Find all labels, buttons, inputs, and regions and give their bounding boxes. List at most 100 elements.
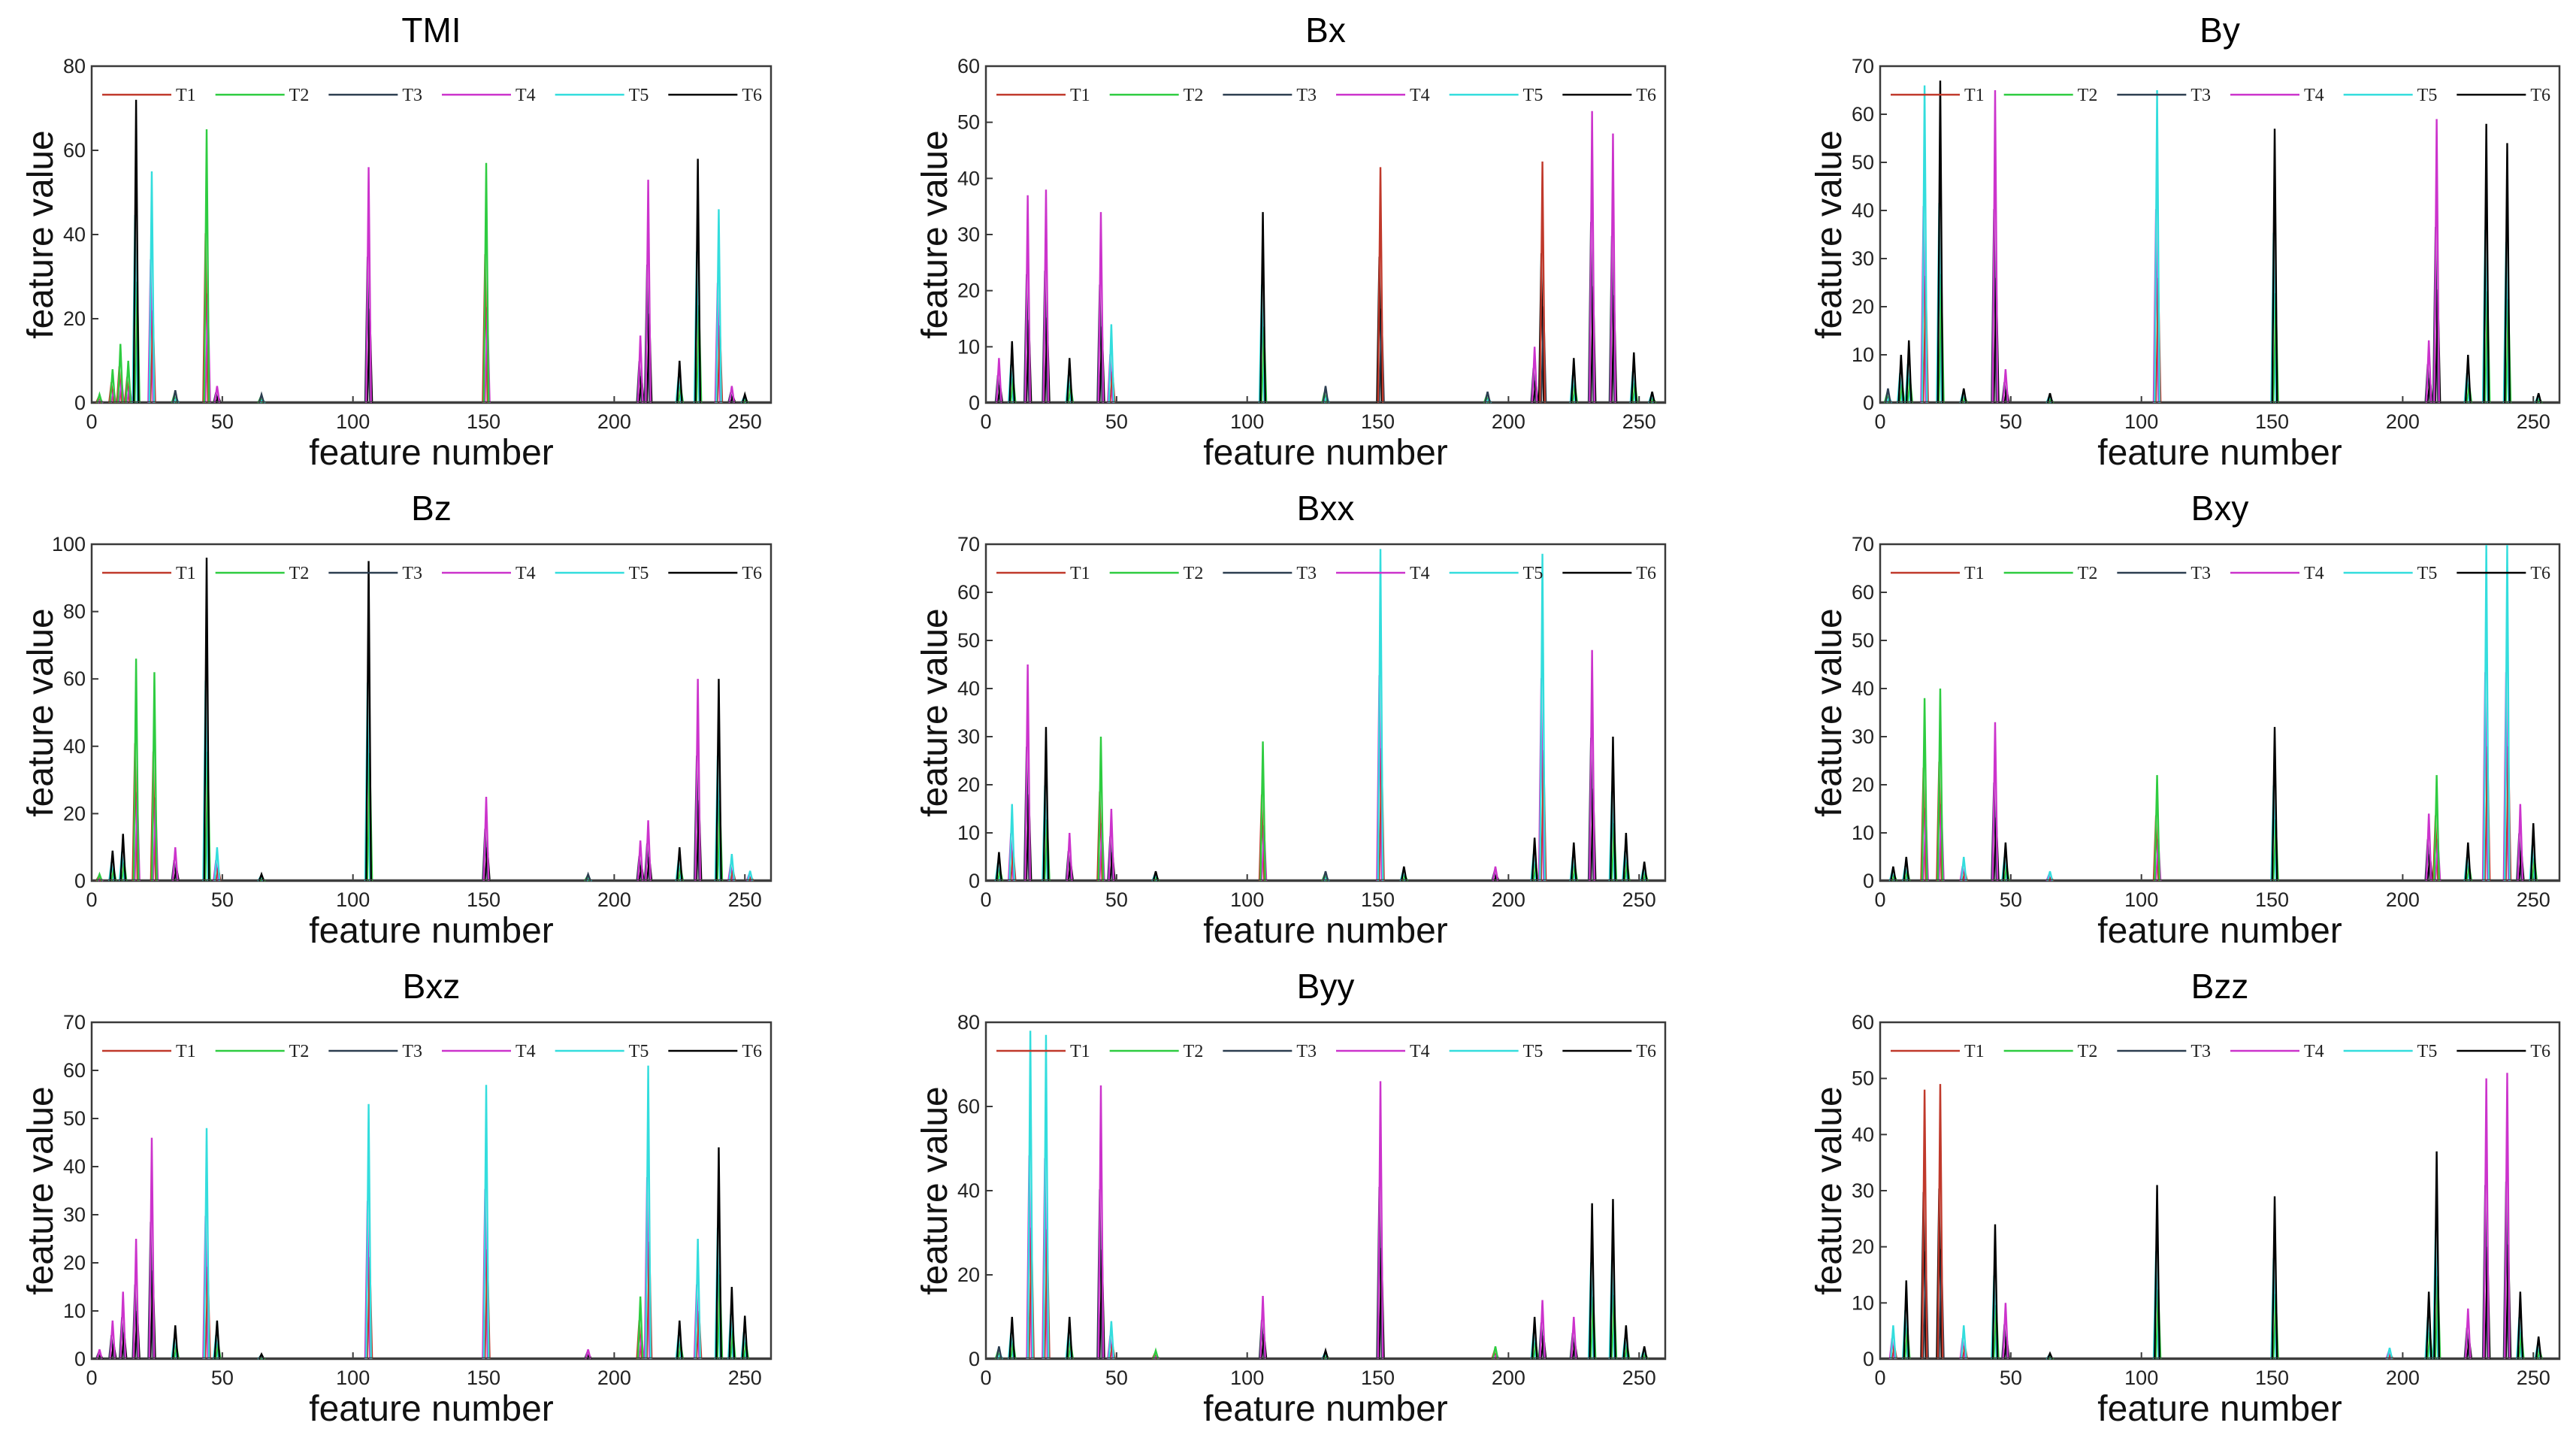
- peak-t4-at-32: [1066, 832, 1073, 882]
- x-axis-label: feature number: [2097, 911, 2342, 951]
- peak-t2-at-65: [1152, 1347, 1160, 1360]
- y-tick-label: 40: [63, 1155, 86, 1178]
- x-tick-label: 100: [2124, 410, 2158, 433]
- legend-label-t5: T5: [629, 564, 649, 583]
- legend-label-t5: T5: [1523, 564, 1543, 583]
- peak-t4-at-225: [1570, 1316, 1577, 1360]
- peak-t4-at-44: [1991, 722, 1999, 882]
- peak-t6-at-10: [1903, 856, 1910, 882]
- legend-label-t1: T1: [1070, 86, 1090, 105]
- peak-t6-at-225: [1570, 358, 1577, 404]
- x-tick-label: 250: [1622, 1367, 1656, 1389]
- legend-label-t2: T2: [289, 564, 310, 583]
- legend-label-t3: T3: [1296, 564, 1317, 583]
- chart-panel-by: By 0 10 20 30 40 50 60 70 0 50 100 150 200 250 feature …: [1788, 0, 2576, 496]
- legend-label-t5: T5: [1523, 1042, 1543, 1061]
- plot-area: [984, 65, 1667, 404]
- peak-t5-at-106: [2154, 89, 2160, 404]
- peak-t6-at-240: [715, 1147, 722, 1360]
- x-tick-label: 50: [2000, 1367, 2022, 1389]
- peak-t4-at-232: [2483, 1078, 2490, 1360]
- y-tick-label: 0: [74, 1348, 86, 1370]
- legend-label-t1: T1: [1070, 564, 1090, 583]
- legend: T1 T2 T3 T4 T5 T6: [1891, 1042, 2550, 1061]
- peak-t6-at-240: [1610, 736, 1616, 882]
- y-axis-label: feature value: [1810, 608, 1849, 817]
- peak-t4-at-106: [1259, 1295, 1266, 1360]
- peak-t2-at-44: [1097, 736, 1105, 882]
- chart-title: Bxz: [403, 967, 461, 1006]
- peak-t6-at-32: [1960, 388, 1967, 404]
- x-axis-label: feature number: [1203, 1389, 1448, 1429]
- y-tick-label: 60: [1852, 103, 1874, 126]
- y-tick-label: 50: [957, 111, 980, 134]
- peak-t6-at-32: [1066, 358, 1073, 404]
- legend-label-t2: T2: [1184, 86, 1204, 105]
- chart-bx: Bx 0 10 20 30 40 50 60 0 50 100 150 200 250 feature nu…: [915, 11, 1667, 473]
- x-tick-label: 200: [2386, 888, 2420, 911]
- peak-t6-at-225: [676, 360, 683, 404]
- x-axis-label: feature number: [2097, 1389, 2342, 1429]
- peak-t4-at-232: [1589, 110, 1596, 404]
- y-tick-label: 60: [957, 1095, 980, 1118]
- series-lines: [92, 1065, 771, 1360]
- peak-t6-at-255: [1649, 391, 1655, 404]
- x-tick-label: 50: [2000, 888, 2022, 911]
- legend-label-t6: T6: [742, 1042, 762, 1061]
- peak-t4-at-190: [585, 1349, 591, 1360]
- peak-t5-at-232: [2483, 545, 2490, 882]
- plot-area: [1879, 543, 2561, 882]
- peak-t4-at-210: [636, 840, 644, 882]
- y-tick-label: 10: [1852, 344, 1874, 366]
- peak-t6-at-44: [203, 557, 210, 882]
- y-tick-label: 0: [74, 392, 86, 414]
- y-tick-label: 20: [63, 802, 86, 825]
- peak-t6-at-65: [2046, 392, 2054, 404]
- y-tick-label: 10: [1852, 1291, 1874, 1314]
- legend-label-t2: T2: [2078, 1042, 2098, 1061]
- y-tick-label: 70: [1852, 55, 1874, 77]
- y-tick-label: 20: [1852, 1236, 1874, 1258]
- legend-label-t3: T3: [1296, 1042, 1317, 1061]
- peak-t6-at-48: [2002, 842, 2009, 882]
- peak-t6-at-151: [2271, 1196, 2278, 1360]
- x-tick-label: 100: [336, 888, 370, 911]
- chart-title: Bx: [1305, 11, 1346, 50]
- peak-t5-at-32: [1960, 856, 1967, 882]
- chart-bzz: Bzz 0 10 20 30 40 50 60 0 50 100 150 200 250 feature n…: [1810, 967, 2561, 1429]
- peak-t4-at-44: [1991, 89, 1999, 404]
- peak-t3-at-65: [258, 391, 265, 404]
- peak-t1-at-213: [1539, 161, 1546, 404]
- legend-label-t4: T4: [2304, 564, 2324, 583]
- chart-panel-bxy: Bxy 0 10 20 30 40 50 60 70 0 50 100 150 200 250 feature…: [1788, 478, 2576, 974]
- chart-bxx: Bxx 0 10 20 30 40 50 60 70 0 50 100 150 200 250 feature…: [915, 489, 1667, 951]
- y-tick-label: 20: [63, 1252, 86, 1274]
- x-tick-label: 150: [467, 410, 500, 433]
- chart-title: By: [2200, 11, 2240, 50]
- y-tick-label: 60: [1852, 1011, 1874, 1034]
- legend-label-t6: T6: [2530, 1042, 2550, 1061]
- peak-t2-at-23: [1937, 688, 1944, 882]
- legend-label-t2: T2: [289, 1042, 310, 1061]
- peak-t3-at-192: [1484, 391, 1491, 404]
- peak-t6-at-5: [1890, 866, 1897, 882]
- y-tick-label: 20: [957, 280, 980, 302]
- peak-t6-at-10: [1903, 1280, 1910, 1360]
- y-tick-label: 70: [63, 1011, 86, 1034]
- peak-t5-at-44: [203, 1128, 210, 1360]
- peak-t2-at-17: [1921, 698, 1928, 882]
- legend-label-t6: T6: [2530, 86, 2550, 105]
- y-tick-label: 40: [63, 223, 86, 246]
- x-tick-label: 50: [211, 1367, 234, 1389]
- peak-t4-at-213: [645, 180, 652, 404]
- plot-area: [1879, 65, 2561, 404]
- peak-t5-at-151: [1377, 549, 1384, 882]
- y-tick-label: 60: [63, 667, 86, 690]
- peak-t6-at-252: [2535, 1336, 2542, 1360]
- legend-label-t3: T3: [402, 86, 422, 105]
- legend-label-t1: T1: [176, 86, 196, 105]
- x-tick-label: 0: [980, 1367, 991, 1389]
- peak-t5-at-240: [715, 209, 722, 404]
- y-tick-label: 10: [63, 1300, 86, 1322]
- x-tick-label: 100: [2124, 1367, 2158, 1389]
